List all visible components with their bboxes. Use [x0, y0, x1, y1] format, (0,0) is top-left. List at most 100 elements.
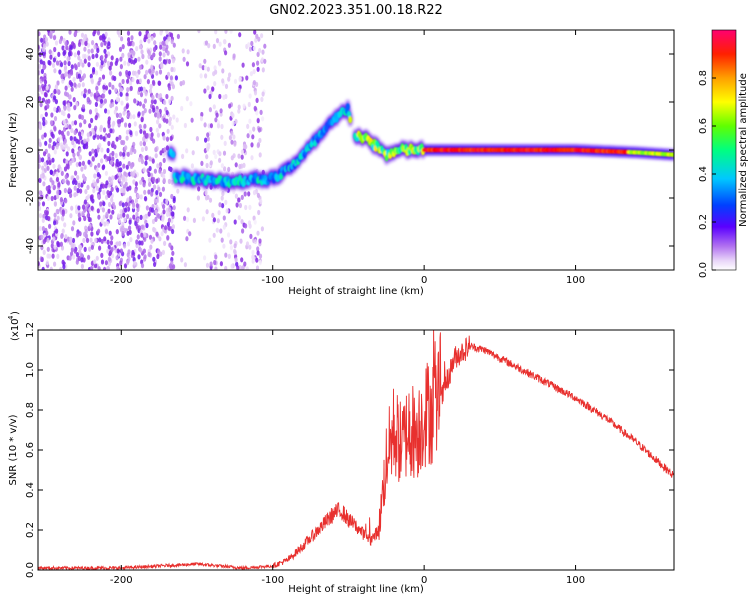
noise-speck — [152, 184, 157, 190]
noise-speck — [62, 178, 66, 184]
noise-speck — [132, 171, 136, 177]
noise-speck — [199, 116, 204, 122]
noise-speck — [41, 165, 45, 171]
noise-speck — [129, 85, 133, 91]
noise-speck — [91, 40, 95, 46]
noise-speck — [159, 30, 163, 36]
noise-speck — [103, 236, 107, 242]
y-tick-label: 1.0 — [25, 362, 36, 378]
noise-speck — [120, 117, 124, 123]
noise-speck — [238, 264, 242, 270]
noise-speck — [122, 188, 126, 194]
noise-speck — [256, 246, 260, 252]
noise-speck — [240, 257, 244, 263]
noise-speck — [128, 219, 132, 225]
noise-speck — [118, 82, 122, 88]
noise-speck — [111, 209, 115, 215]
noise-speck — [70, 247, 74, 253]
noise-speck — [90, 117, 94, 124]
noise-speck — [208, 197, 213, 203]
noise-speck — [154, 112, 158, 118]
noise-speck — [200, 160, 204, 166]
ridge-point — [171, 151, 176, 159]
noise-speck — [91, 156, 95, 162]
noise-speck — [52, 163, 56, 169]
noise-speck — [61, 45, 65, 51]
noise-speck — [165, 118, 169, 124]
noise-speck — [151, 68, 155, 74]
noise-speck — [140, 240, 144, 246]
noise-speck — [103, 221, 107, 227]
noise-speck — [161, 249, 165, 255]
noise-speck — [181, 48, 185, 54]
noise-speck — [140, 224, 144, 230]
noise-speck — [59, 241, 64, 247]
noise-speck — [55, 60, 60, 66]
y-tick-label: -40 — [25, 238, 36, 254]
noise-speck — [224, 265, 228, 270]
noise-speck — [118, 112, 122, 118]
noise-speck — [162, 157, 166, 163]
noise-speck — [84, 40, 88, 47]
noise-speck — [135, 73, 139, 79]
noise-speck — [69, 160, 73, 166]
noise-speck — [158, 69, 163, 75]
noise-speck — [127, 161, 131, 167]
noise-speck — [250, 40, 254, 47]
noise-speck — [48, 143, 52, 149]
noise-speck — [219, 108, 223, 114]
noise-speck — [56, 215, 60, 221]
noise-speck — [78, 114, 82, 120]
noise-speck — [222, 224, 226, 230]
x-tick-label: 0 — [421, 275, 427, 286]
snr-y-scale: (x10 4 ) — [7, 311, 21, 341]
noise-speck — [232, 189, 236, 195]
noise-speck — [49, 120, 54, 126]
noise-speck — [242, 103, 246, 109]
noise-speck — [259, 109, 263, 115]
noise-speck — [233, 219, 237, 225]
noise-speck — [80, 263, 84, 269]
noise-speck — [41, 226, 46, 232]
noise-speck — [227, 76, 231, 82]
noise-speck — [231, 121, 235, 127]
noise-speck — [80, 257, 84, 263]
noise-speck — [67, 113, 71, 119]
noise-speck — [183, 262, 187, 268]
noise-speck — [83, 53, 87, 60]
noise-speck — [114, 174, 118, 180]
ridge-core — [167, 103, 674, 188]
noise-speck — [86, 132, 90, 138]
noise-speck — [163, 147, 167, 153]
noise-speck — [232, 53, 236, 59]
noise-speck — [138, 64, 143, 70]
noise-speck — [243, 261, 247, 267]
noise-speck — [166, 221, 170, 227]
noise-speck — [94, 148, 98, 154]
noise-speck — [90, 244, 94, 250]
noise-speck — [49, 177, 53, 183]
noise-speck — [208, 93, 212, 100]
noise-speck — [41, 97, 46, 103]
noise-speck — [237, 197, 241, 203]
noise-speck — [125, 69, 129, 76]
noise-speck — [167, 178, 171, 185]
noise-speck — [39, 173, 44, 179]
noise-speck — [158, 168, 162, 174]
noise-speck — [138, 124, 142, 130]
noise-speck — [44, 111, 48, 117]
noise-speck — [121, 52, 125, 59]
noise-speck — [88, 246, 92, 252]
noise-speck — [91, 127, 95, 134]
noise-speck — [110, 55, 114, 61]
noise-speck — [62, 100, 66, 106]
noise-speck — [238, 76, 242, 82]
noise-speck — [59, 266, 63, 270]
noise-speck — [48, 253, 52, 259]
noise-speck — [136, 234, 140, 240]
noise-speck — [96, 178, 100, 184]
noise-speck — [142, 215, 146, 221]
noise-speck — [122, 184, 126, 190]
noise-speck — [130, 35, 134, 41]
noise-speck — [126, 197, 130, 203]
